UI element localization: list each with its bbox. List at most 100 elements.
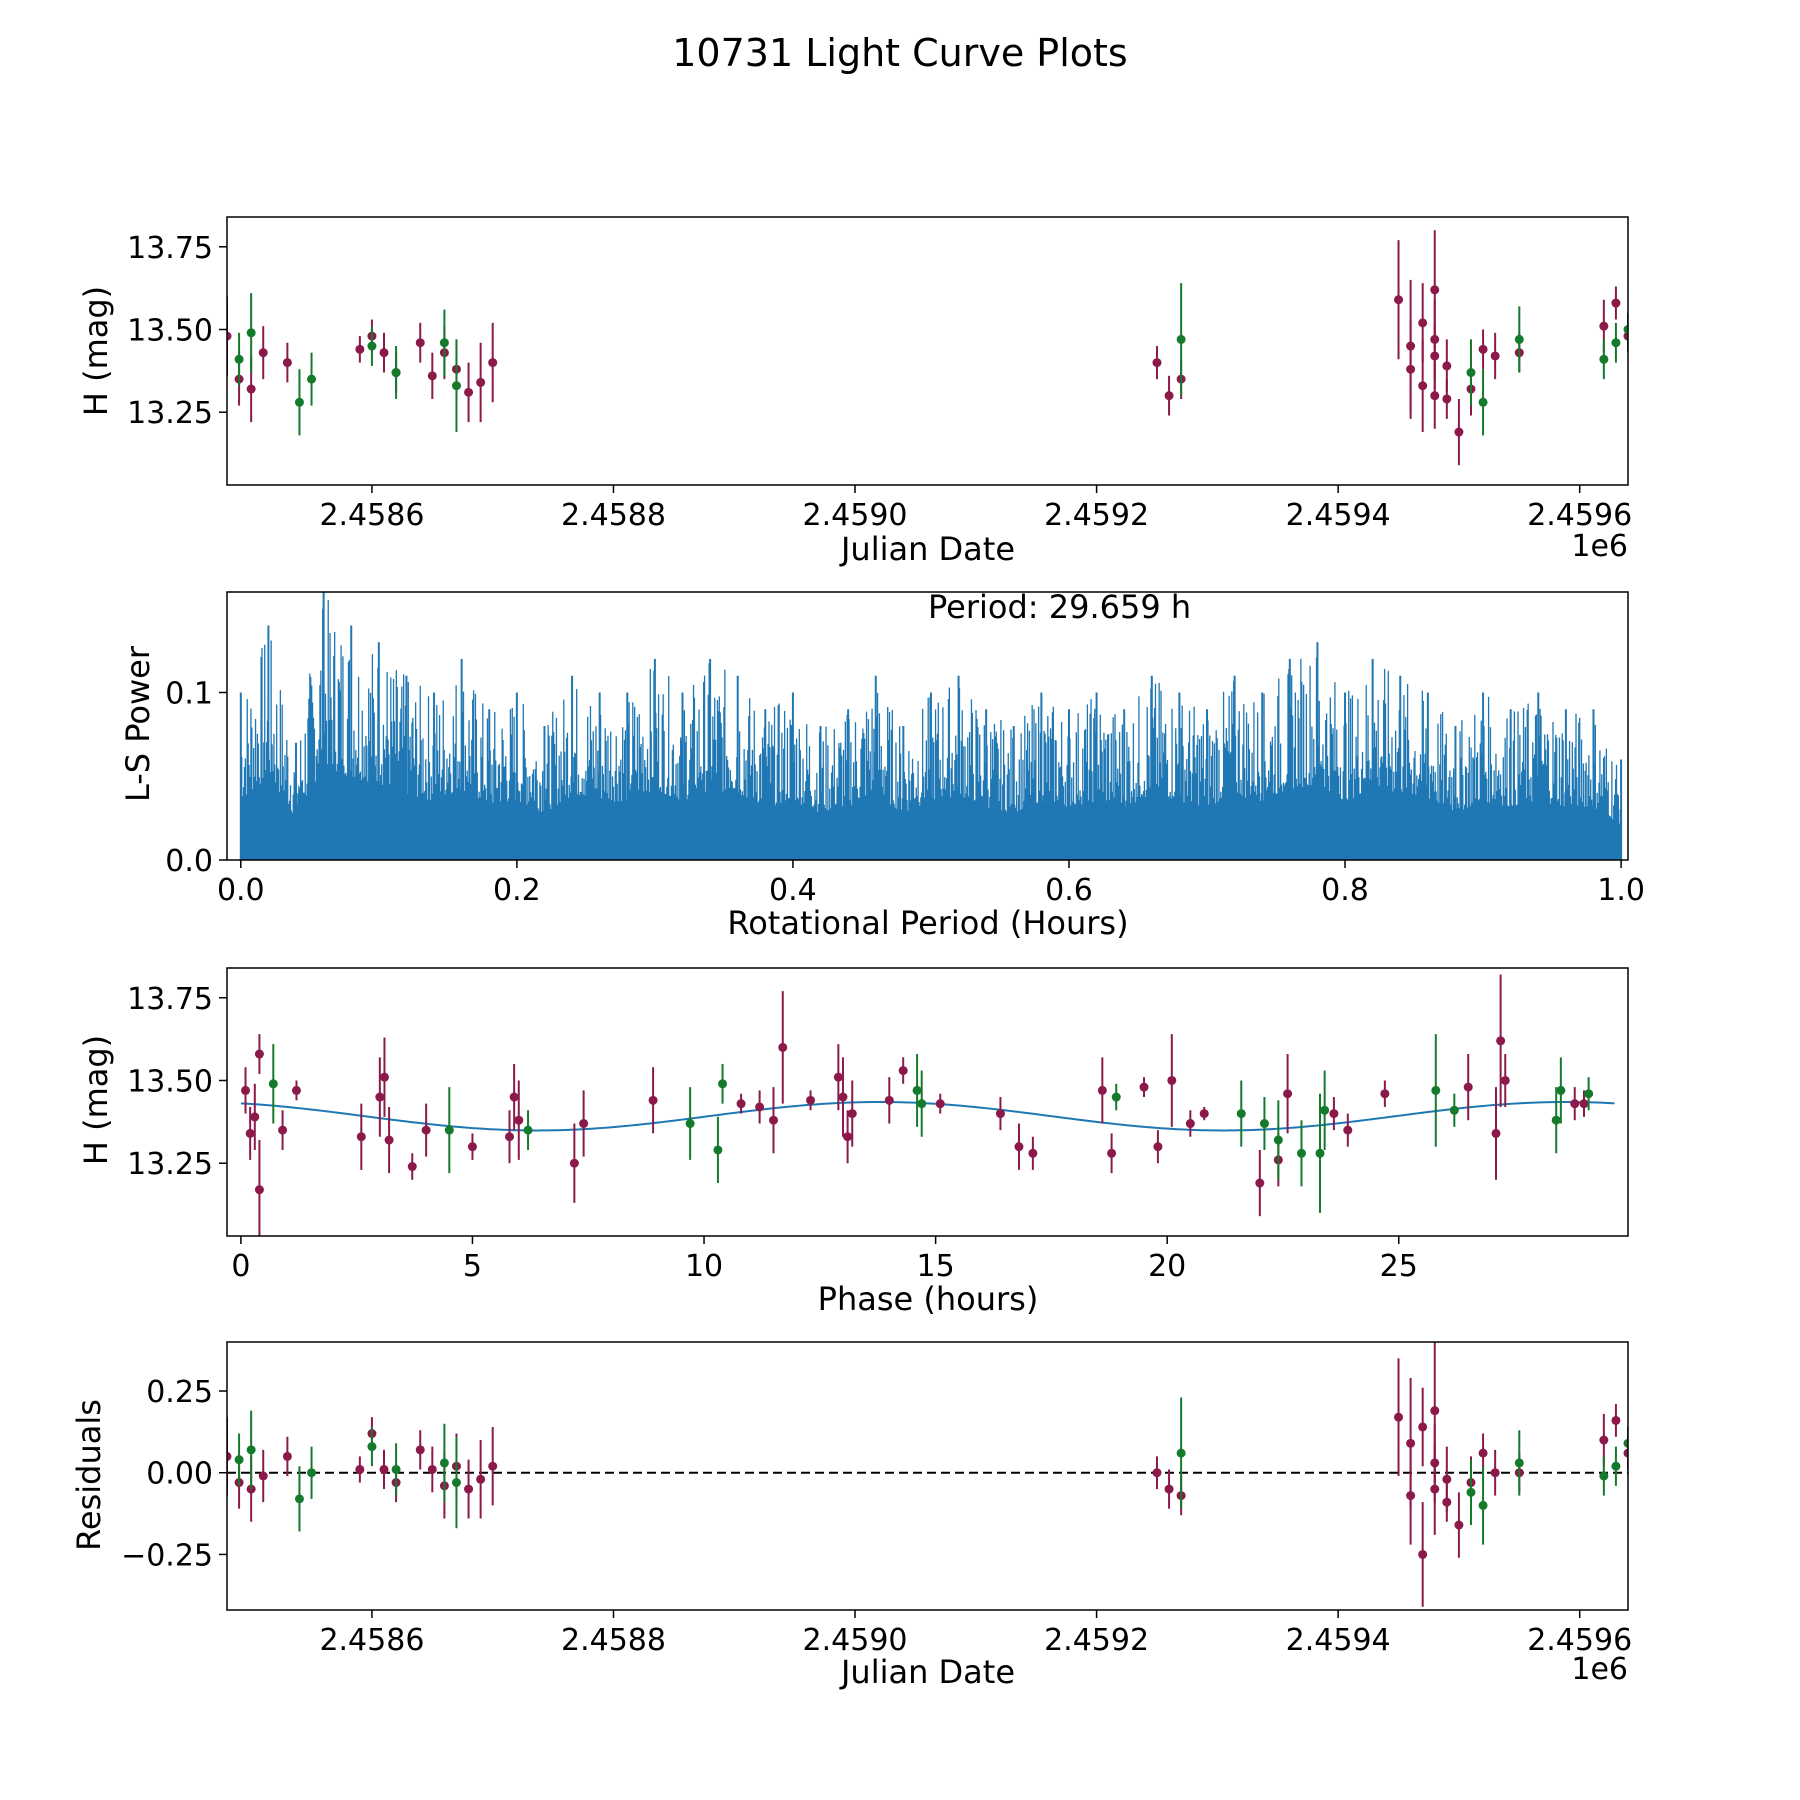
x-tick-label: 15 xyxy=(917,1249,955,1284)
maroon-data-point xyxy=(415,338,425,348)
maroon-data-point xyxy=(407,1162,417,1172)
maroon-data-point xyxy=(514,1115,524,1125)
maroon-data-point xyxy=(1418,381,1428,391)
maroon-data-point xyxy=(227,331,232,341)
green-data-point xyxy=(1556,1085,1566,1095)
maroon-data-point xyxy=(427,371,437,381)
green-data-point xyxy=(1176,334,1186,344)
y-tick-label: 13.25 xyxy=(127,396,213,431)
green-data-point xyxy=(367,341,377,351)
maroon-data-point xyxy=(282,358,292,368)
y-tick-label: 0.25 xyxy=(146,1375,213,1410)
x-tick-label: 0.4 xyxy=(769,873,817,908)
maroon-data-point xyxy=(1496,1036,1506,1046)
maroon-data-point xyxy=(375,1092,385,1102)
x-tick-label: 2.4588 xyxy=(561,498,666,533)
green-data-point xyxy=(451,381,461,391)
green-data-point xyxy=(439,1458,449,1468)
x-axis-label: Julian Date xyxy=(839,1653,1015,1691)
maroon-data-point xyxy=(847,1109,857,1119)
green-data-point xyxy=(1623,1438,1628,1448)
maroon-data-point xyxy=(246,384,256,394)
maroon-data-point xyxy=(569,1158,579,1168)
green-data-point xyxy=(294,1494,304,1504)
maroon-data-point xyxy=(1152,358,1162,368)
green-data-point xyxy=(1599,1471,1609,1481)
maroon-data-point xyxy=(995,1109,1005,1119)
x-tick-label: 2.4592 xyxy=(1044,1623,1149,1658)
axes-frame xyxy=(226,1341,1629,1611)
maroon-data-point xyxy=(245,1128,255,1138)
x-tick-label: 0 xyxy=(231,1249,250,1284)
maroon-data-point xyxy=(421,1125,431,1135)
x-tick-label: 1.0 xyxy=(1597,873,1645,908)
maroon-data-point xyxy=(278,1125,288,1135)
x-tick-label: 10 xyxy=(685,1249,723,1284)
maroon-data-point xyxy=(1283,1089,1293,1099)
maroon-data-point xyxy=(806,1095,816,1105)
plot-area xyxy=(240,974,1615,1236)
maroon-data-point xyxy=(1442,361,1452,371)
maroon-data-point xyxy=(838,1092,848,1102)
maroon-data-point xyxy=(250,1112,260,1122)
maroon-data-point xyxy=(1442,1474,1452,1484)
maroon-data-point xyxy=(355,344,365,354)
maroon-data-point xyxy=(898,1066,908,1076)
green-data-point xyxy=(246,1445,256,1455)
plot-area xyxy=(227,1342,1628,1607)
maroon-data-point xyxy=(379,1072,389,1082)
green-data-point xyxy=(1478,1500,1488,1510)
green-data-point xyxy=(1296,1148,1306,1158)
green-data-point xyxy=(1466,368,1476,378)
x-axis-offset-label: 1e6 xyxy=(1571,529,1628,564)
green-data-point xyxy=(1478,397,1488,407)
green-data-point xyxy=(718,1079,728,1089)
green-data-point xyxy=(268,1079,278,1089)
maroon-data-point xyxy=(1611,298,1621,308)
maroon-data-point xyxy=(1152,1468,1162,1478)
period-annotation: Period: 29.659 h xyxy=(928,588,1191,626)
x-tick-label: 25 xyxy=(1380,1249,1418,1284)
green-data-point xyxy=(439,338,449,348)
maroon-data-point xyxy=(1394,1412,1404,1422)
x-tick-label: 2.4596 xyxy=(1527,498,1632,533)
maroon-data-point xyxy=(464,1484,474,1494)
green-data-point xyxy=(1273,1135,1283,1145)
axes-frame xyxy=(226,216,1629,486)
maroon-data-point xyxy=(1406,1438,1416,1448)
x-tick-label: 2.4590 xyxy=(803,1623,908,1658)
maroon-data-point xyxy=(282,1451,292,1461)
maroon-data-point xyxy=(356,1132,366,1142)
residuals-panel: Residuals Julian Date 1e6 2.4586 2.4588 2.… xyxy=(70,1341,1632,1691)
maroon-data-point xyxy=(254,1185,264,1195)
x-tick-label: 2.4594 xyxy=(1286,498,1391,533)
green-data-point xyxy=(1611,1461,1621,1471)
maroon-data-point xyxy=(843,1132,853,1142)
y-tick-label: 13.50 xyxy=(127,313,213,348)
x-tick-label: 2.4586 xyxy=(319,498,424,533)
maroon-data-point xyxy=(1185,1119,1195,1129)
maroon-data-point xyxy=(464,387,474,397)
y-tick-label: 13.75 xyxy=(127,982,213,1017)
periodogram-panel: L-S Power Rotational Period (Hours) Peri… xyxy=(119,588,1645,942)
green-data-point xyxy=(1623,324,1628,334)
maroon-data-point xyxy=(1430,1406,1440,1416)
green-data-point xyxy=(367,1442,377,1452)
maroon-data-point xyxy=(1028,1148,1038,1158)
maroon-data-point xyxy=(1463,1082,1473,1092)
green-data-point xyxy=(307,1468,317,1478)
maroon-data-point xyxy=(1164,1484,1174,1494)
maroon-data-point xyxy=(1343,1125,1353,1135)
maroon-data-point xyxy=(415,1445,425,1455)
maroon-data-point xyxy=(258,1471,268,1481)
maroon-data-point xyxy=(1164,391,1174,401)
light-curve-panel: H (mag) Julian Date 1e6 2.4586 2.4588 2.45… xyxy=(77,216,1632,568)
maroon-data-point xyxy=(1500,1075,1510,1085)
maroon-data-point xyxy=(1579,1099,1589,1109)
x-axis-label: Julian Date xyxy=(839,530,1015,568)
y-tick-label: −0.25 xyxy=(121,1538,213,1573)
green-data-point xyxy=(307,374,317,384)
green-data-point xyxy=(391,368,401,378)
